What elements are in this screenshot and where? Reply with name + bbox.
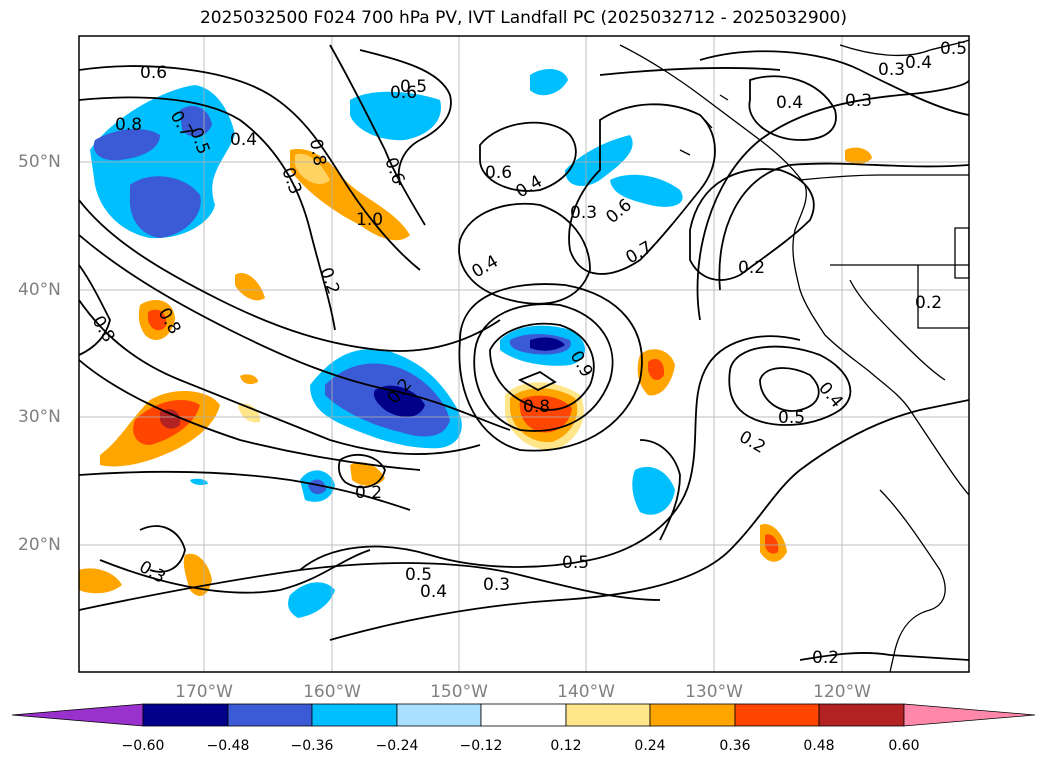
colorbar-swatch (649, 703, 736, 727)
contour-label: 0.6 (380, 155, 408, 187)
colorbar-swatch (734, 703, 820, 727)
contour-label: 0.6 (390, 83, 417, 103)
contour-label: 0.2 (915, 293, 942, 313)
lat-label: 20°N (18, 535, 61, 555)
contour-label: 0.3 (136, 557, 169, 588)
contour-label: 0.5 (400, 77, 427, 97)
contour-label: 0.2 (812, 648, 839, 668)
colorbar-tick-label: 0.48 (803, 738, 835, 754)
colorbar-swatch (311, 703, 398, 727)
colorbar-tick-label: 0.36 (719, 738, 751, 754)
lon-label: 170°W (175, 682, 233, 702)
colorbar-tick-label: 0.24 (634, 738, 666, 754)
contour-label: 0.4 (513, 171, 546, 202)
contour-label: 0.2 (315, 265, 343, 297)
colorbar-swatch (565, 703, 651, 727)
contour-label: 0.3 (483, 575, 510, 595)
contour-label: 1.0 (356, 210, 383, 230)
contour-label: 0.3 (878, 60, 905, 80)
colorbar-tick-label: −0.48 (206, 738, 250, 754)
contour-label: 0.5 (405, 565, 432, 585)
lon-label: 130°W (685, 682, 743, 702)
contour-label: 0.5 (778, 408, 805, 428)
lat-label: 50°N (18, 152, 61, 172)
colorbar-tick-label: 0.12 (550, 738, 582, 754)
contour-label: 0.8 (305, 137, 329, 167)
colorbar-swatch (818, 703, 905, 727)
colorbar-swatch (480, 703, 567, 727)
contour-label: 0.5 (940, 39, 967, 59)
contour-label: 0.8 (523, 397, 550, 417)
contour-label: 0.8 (115, 115, 142, 135)
colorbar-tick-label: −0.24 (375, 738, 419, 754)
contour-label: 0.4 (776, 93, 803, 113)
colorbar-swatch (142, 703, 229, 727)
map-title: 2025032500 F024 700 hPa PV, IVT Landfall… (199, 8, 847, 28)
colorbar-swatch (227, 703, 313, 727)
lon-label: 160°W (303, 682, 361, 702)
contour-label: 0.3 (570, 203, 597, 223)
contour-label: 0.3 (845, 91, 872, 111)
pv-shading (79, 68, 872, 618)
lon-label: 120°W (813, 682, 871, 702)
contour-label: 0.7 (623, 237, 656, 268)
colorbar-tick-label: −0.36 (290, 738, 334, 754)
contour-label: 0.4 (905, 53, 932, 73)
colorbar-swatch (396, 703, 482, 727)
gridlines (79, 36, 969, 672)
contour-label: 0.2 (736, 427, 769, 458)
lon-label: 150°W (430, 682, 488, 702)
ivt-contours (79, 44, 969, 661)
map-frame (78, 35, 970, 673)
colorbar-tick-label: −0.12 (459, 738, 503, 754)
lat-label: 30°N (18, 407, 61, 427)
colorbar-tick-label: 0.60 (888, 738, 920, 754)
contour-label: 0.6 (602, 195, 636, 228)
contour-label: 0.4 (230, 130, 257, 150)
contour-label: 0.4 (420, 582, 447, 602)
colorbar-extend-high (903, 703, 1036, 727)
contour-label: 0.6 (485, 163, 512, 183)
coastlines (619, 39, 969, 672)
lat-label: 40°N (18, 280, 61, 300)
colorbar-tick-label: −0.60 (121, 738, 165, 754)
contour-label: 0.2 (355, 483, 382, 503)
contour-label: 0.4 (469, 251, 502, 282)
colorbar (11, 703, 1036, 727)
contour-label: 0.2 (738, 258, 765, 278)
contour-label: 0.5 (562, 553, 589, 573)
lon-label: 140°W (557, 682, 615, 702)
contour-label: 0.6 (140, 63, 167, 83)
colorbar-extend-low (11, 703, 144, 727)
